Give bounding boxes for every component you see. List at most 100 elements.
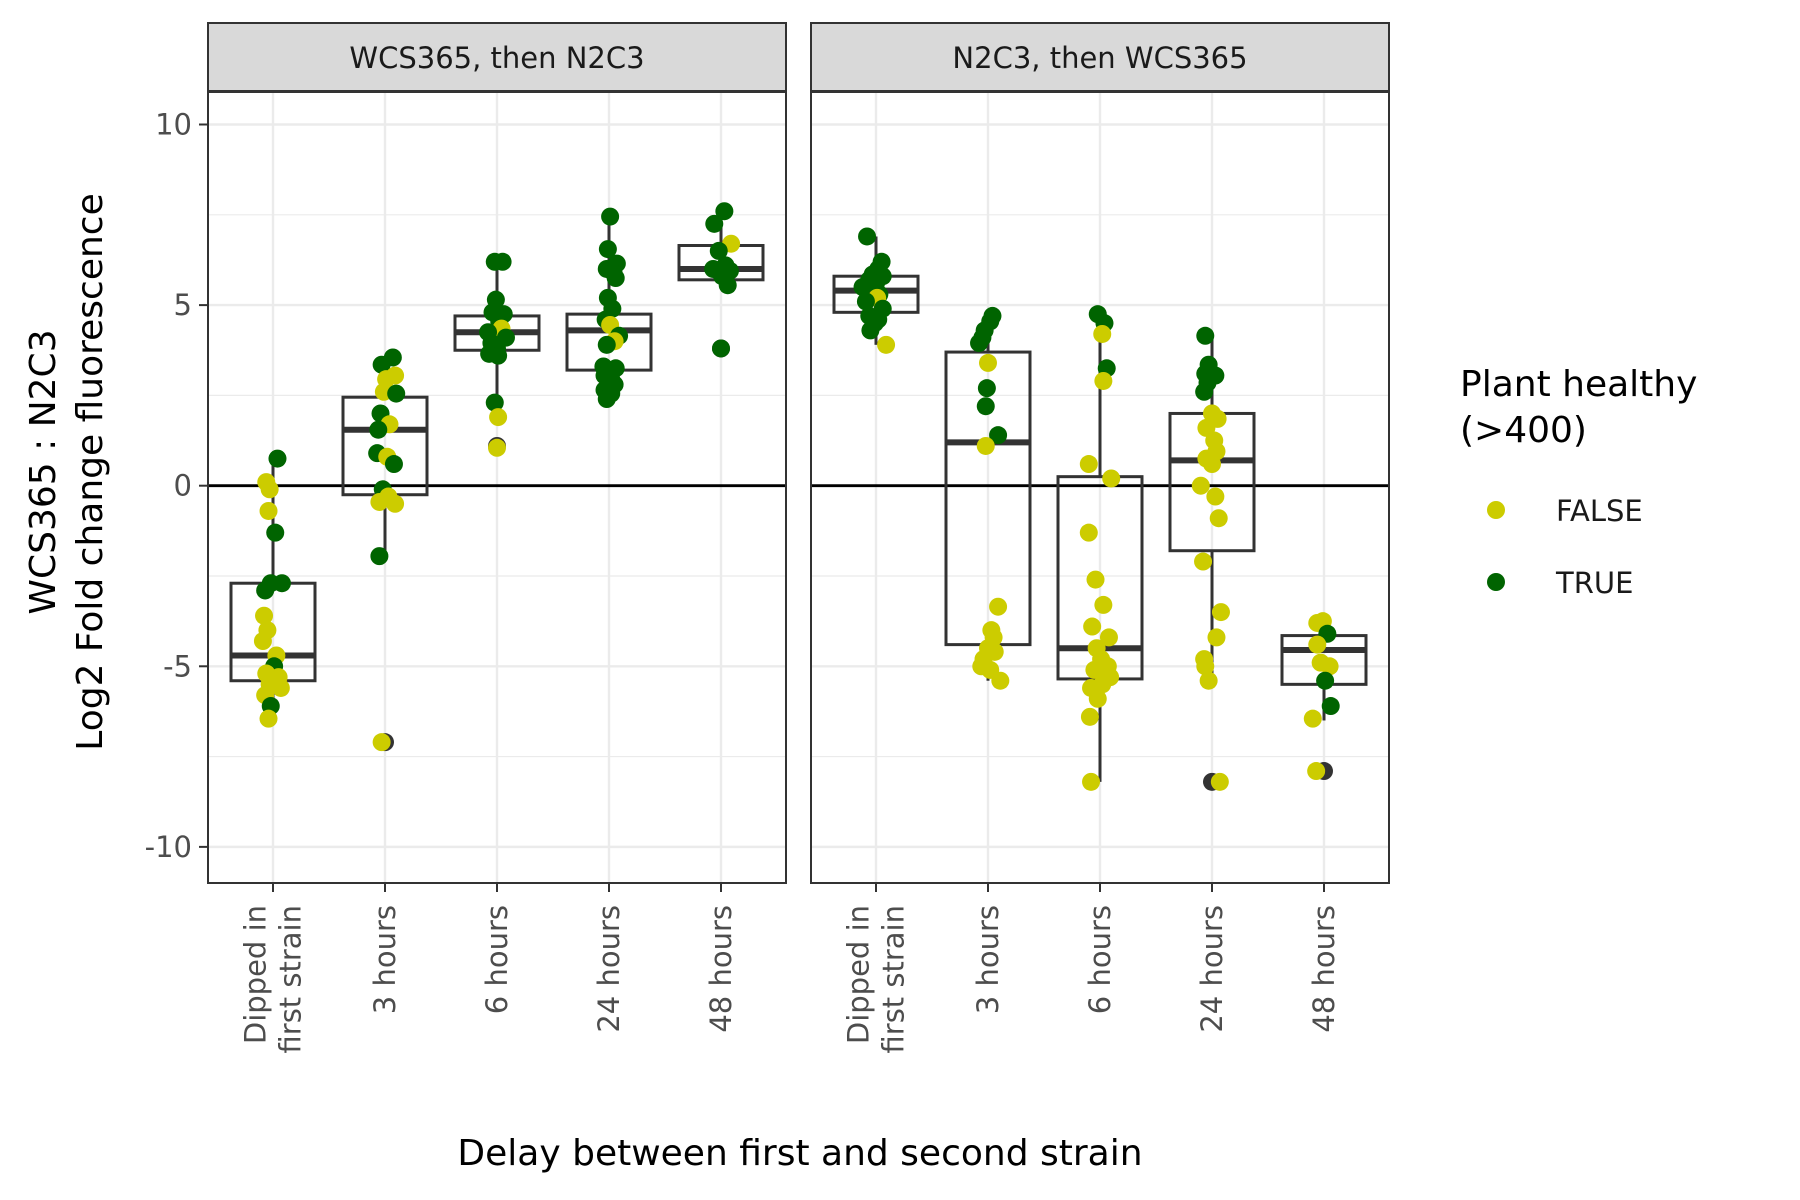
point-unhealthy (489, 408, 508, 427)
legend-key-true (1487, 573, 1505, 591)
legend-label-false: FALSE (1556, 494, 1643, 528)
point-unhealthy (1320, 657, 1339, 676)
point-healthy (485, 393, 504, 412)
point-healthy (977, 379, 996, 398)
point-unhealthy (1206, 487, 1225, 506)
y-tick-label: -10 (145, 830, 192, 864)
point-healthy (266, 523, 285, 542)
point-unhealthy (1196, 657, 1215, 676)
facet-strip-label: N2C3, then WCS365 (952, 41, 1247, 75)
point-healthy (715, 202, 734, 221)
point-healthy (705, 214, 724, 233)
point-healthy (853, 278, 872, 297)
legend-title-line2: (>400) (1460, 410, 1587, 451)
point-healthy (606, 269, 625, 288)
x-tick-label: 48 hours (1307, 905, 1341, 1033)
point-unhealthy (1083, 617, 1102, 636)
x-tick-label: first strain (877, 905, 911, 1054)
x-tick-label: first strain (274, 905, 308, 1054)
x-tick-label: 3 hours (971, 905, 1005, 1014)
point-unhealthy (1102, 469, 1121, 488)
point-healthy (369, 420, 388, 439)
point-healthy (712, 339, 730, 358)
x-tick-label: 3 hours (368, 905, 402, 1014)
point-unhealthy (372, 733, 391, 752)
y-axis: 10 5 0 -5 -10 (145, 108, 208, 864)
point-unhealthy (979, 353, 997, 372)
point-healthy (384, 455, 403, 474)
point-healthy (856, 292, 875, 311)
point-unhealthy (1199, 671, 1218, 690)
point-unhealthy (1211, 603, 1230, 622)
point-unhealthy (1308, 635, 1327, 654)
point-unhealthy (1099, 628, 1118, 647)
point-healthy (370, 547, 389, 566)
point-healthy (861, 321, 880, 340)
y-axis-title-line2: Log2 Fold change fluorescence (70, 193, 111, 750)
point-unhealthy (989, 597, 1008, 616)
y-tick-label: 5 (174, 288, 192, 322)
point-healthy (976, 397, 995, 416)
point-healthy (718, 276, 737, 295)
y-tick-label: -5 (163, 649, 192, 683)
point-unhealthy (1093, 324, 1112, 343)
point-healthy (1196, 326, 1215, 345)
x-tick-label: 24 hours (592, 905, 626, 1033)
point-unhealthy (1307, 762, 1326, 781)
point-unhealthy (1079, 455, 1098, 474)
point-healthy (372, 355, 391, 374)
point-unhealthy (1210, 772, 1229, 791)
point-healthy (1321, 697, 1340, 716)
point-healthy (597, 390, 616, 409)
point-unhealthy (976, 436, 995, 455)
point-unhealthy (271, 678, 290, 697)
x-tick-label: 6 hours (480, 905, 514, 1014)
point-unhealthy (370, 492, 389, 511)
point-unhealthy (1086, 570, 1105, 589)
x-tick-label: Dipped in (239, 905, 273, 1044)
legend-label-true: TRUE (1555, 566, 1633, 600)
point-unhealthy (991, 671, 1010, 690)
point-healthy (387, 384, 406, 403)
point-healthy (989, 426, 1008, 445)
point-healthy (1316, 671, 1335, 690)
point-unhealthy (260, 480, 279, 499)
point-unhealthy (1191, 476, 1210, 495)
point-healthy (858, 227, 877, 246)
y-axis-title-line1: WCS365 : N2C3 (23, 329, 64, 614)
point-unhealthy (1080, 707, 1099, 726)
legend-key-false (1487, 501, 1505, 519)
point-unhealthy (1079, 523, 1098, 542)
point-unhealthy (1209, 509, 1228, 528)
point-unhealthy (1094, 595, 1113, 614)
point-unhealthy (253, 632, 272, 651)
point-unhealthy (1094, 371, 1113, 390)
point-unhealthy (1194, 552, 1213, 571)
point-healthy (493, 252, 512, 271)
point-healthy (489, 346, 508, 365)
point-unhealthy (1203, 455, 1221, 474)
point-unhealthy (1207, 628, 1226, 647)
legend: Plant healthy (>400) FALSE TRUE (1460, 364, 1697, 600)
x-tick-label: Dipped in (842, 905, 876, 1044)
legend-title-line1: Plant healthy (1460, 364, 1697, 405)
point-unhealthy (259, 709, 278, 728)
point-unhealthy (1085, 660, 1104, 679)
x-tick-label: 6 hours (1083, 905, 1117, 1014)
point-healthy (598, 240, 617, 259)
x-tick-label: 24 hours (1195, 905, 1229, 1033)
point-unhealthy (255, 606, 274, 625)
facet-panel-2: N2C3, then WCS365 Dipped in first strain 3 … (810, 22, 1390, 1054)
point-unhealthy (877, 335, 896, 354)
point-healthy (1195, 382, 1214, 401)
point-healthy (709, 241, 728, 260)
y-tick-label: 10 (155, 108, 192, 142)
point-healthy (597, 335, 616, 354)
x-tick-label: 48 hours (704, 905, 738, 1033)
facet-strip (207, 22, 787, 92)
point-healthy (272, 574, 291, 593)
point-healthy (601, 207, 620, 226)
facet-panel-1: WCS365, then N2C3 Dipped in first strain 3 … (207, 22, 787, 1054)
